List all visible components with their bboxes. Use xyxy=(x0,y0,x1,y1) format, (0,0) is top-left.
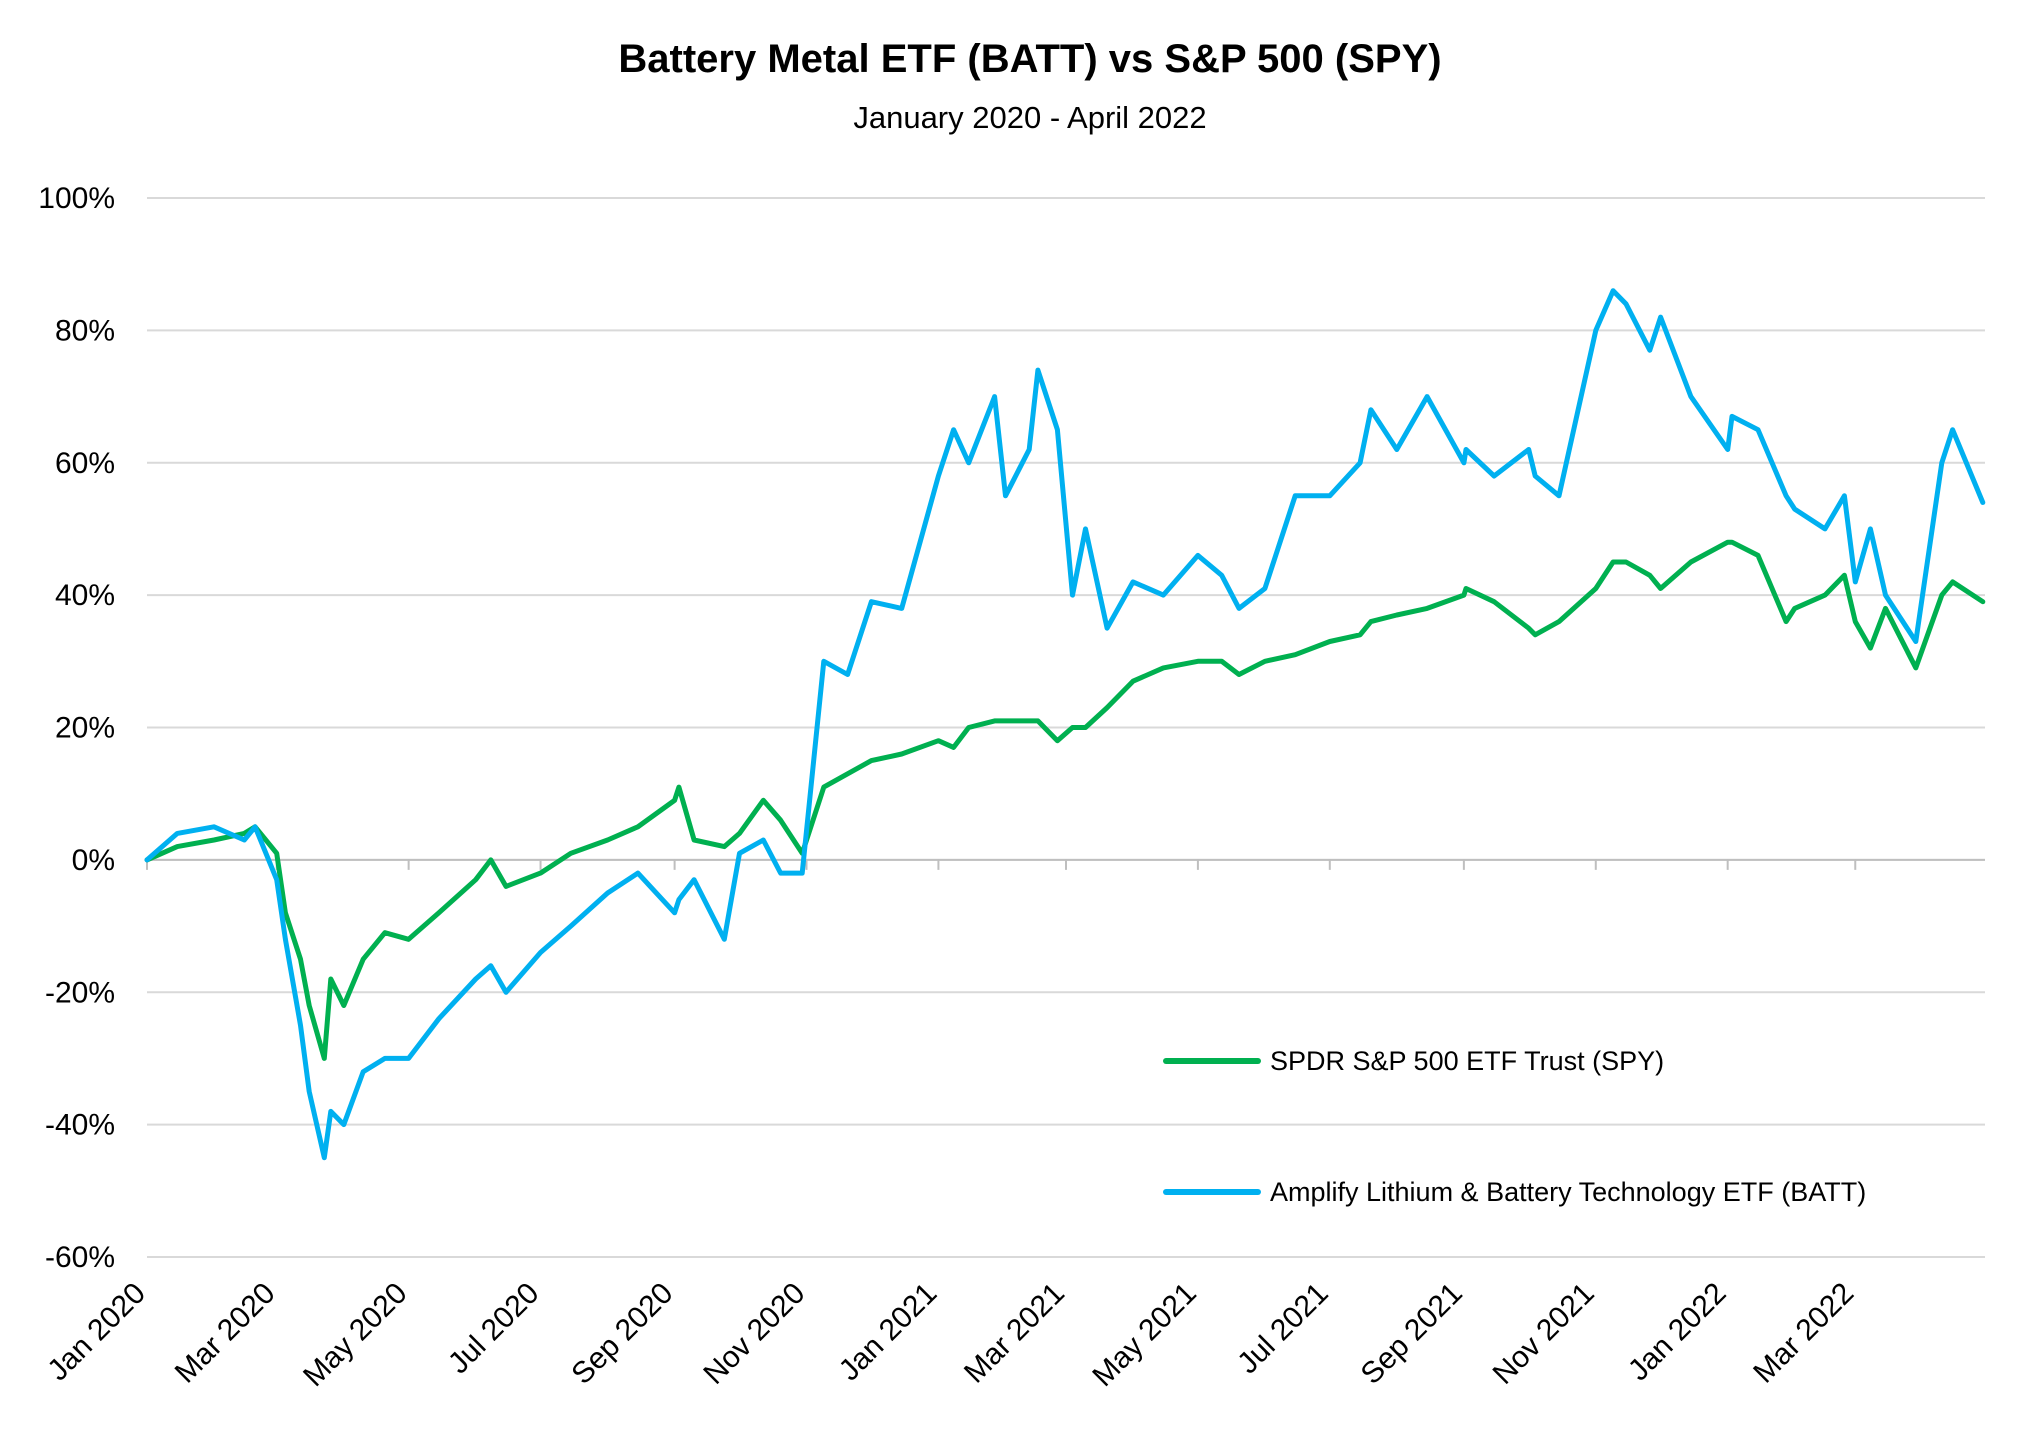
y-tick-label: -40% xyxy=(45,1109,115,1142)
y-tick-label: -60% xyxy=(45,1241,115,1274)
x-tick-label: Jan 2020 xyxy=(41,1277,152,1388)
x-tick-label: Mar 2020 xyxy=(169,1277,282,1390)
y-tick-label: 40% xyxy=(55,579,115,612)
gridlines xyxy=(147,197,1985,1258)
series-line-batt xyxy=(144,288,1986,1161)
y-tick-label: 60% xyxy=(55,447,115,480)
series-line-spy xyxy=(144,539,1986,1061)
x-tick-label: Jan 2022 xyxy=(1622,1277,1733,1388)
x-tick-label: Sep 2021 xyxy=(1355,1277,1469,1391)
x-tick-label: Nov 2021 xyxy=(1487,1277,1601,1391)
x-tick-label: Jul 2021 xyxy=(1231,1277,1335,1381)
legend: SPDR S&P 500 ETF Trust (SPY) Amplify Lit… xyxy=(1163,1046,1866,1207)
x-tick-label: Mar 2021 xyxy=(958,1277,1071,1390)
x-tick-label: Sep 2020 xyxy=(565,1277,679,1391)
legend-label-batt: Amplify Lithium & Battery Technology ETF… xyxy=(1270,1177,1866,1207)
y-tick-label: 0% xyxy=(72,844,115,877)
x-tick-label: Jan 2021 xyxy=(833,1277,944,1388)
y-tick-label: 100% xyxy=(38,182,115,215)
y-tick-label: 80% xyxy=(55,314,115,347)
y-tick-label: 20% xyxy=(55,712,115,745)
x-tick-label: Jul 2020 xyxy=(442,1277,546,1381)
legend-label-spy: SPDR S&P 500 ETF Trust (SPY) xyxy=(1270,1046,1664,1076)
x-tick-label: Mar 2022 xyxy=(1747,1277,1860,1390)
x-tick-label: Nov 2020 xyxy=(697,1277,811,1391)
x-axis-ticks: Jan 2020 Mar 2020 May 2020 Jul 2020 Sep 2020… xyxy=(41,859,1860,1393)
y-axis-ticks: 100% 80% 60% 40% 20% 0% -20% -40% -60% xyxy=(38,182,115,1274)
series-lines xyxy=(144,288,1986,1161)
x-tick-label: May 2021 xyxy=(1086,1277,1202,1393)
y-tick-label: -20% xyxy=(45,976,115,1009)
x-tick-label: May 2020 xyxy=(297,1277,413,1393)
chart-subtitle: January 2020 - April 2022 xyxy=(853,100,1206,135)
chart-title: Battery Metal ETF (BATT) vs S&P 500 (SPY… xyxy=(618,37,1441,81)
